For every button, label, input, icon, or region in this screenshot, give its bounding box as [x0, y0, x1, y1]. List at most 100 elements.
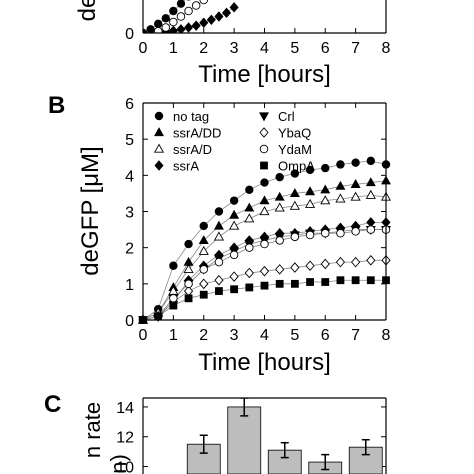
y-tick-label: 12: [116, 430, 134, 447]
marker: [214, 274, 224, 286]
marker: [245, 185, 254, 194]
marker: [305, 260, 315, 272]
marker: [305, 186, 316, 196]
marker: [244, 202, 255, 212]
marker: [366, 156, 376, 166]
x-axis-label: Time [hours]: [198, 349, 330, 376]
marker: [336, 160, 345, 169]
y-tick-label: 5: [125, 132, 134, 149]
marker: [169, 17, 178, 27]
plot-area: [143, 0, 239, 33]
x-tick-label: 7: [351, 40, 360, 57]
bar: [227, 406, 262, 474]
marker: [146, 25, 155, 33]
legend-marker: [154, 111, 164, 121]
marker: [213, 231, 225, 241]
x-tick-label: 5: [290, 327, 299, 344]
marker: [306, 278, 314, 286]
marker: [350, 191, 361, 201]
marker: [191, 1, 201, 10]
x-tick-label: 1: [169, 40, 178, 57]
x-tick-label: 3: [230, 40, 239, 57]
marker: [289, 188, 300, 198]
marker: [290, 262, 300, 273]
marker: [320, 195, 331, 205]
marker: [259, 206, 270, 216]
legend-label: ssrA/DD: [173, 126, 221, 141]
marker: [289, 200, 300, 210]
marker: [169, 294, 178, 303]
legend-label: OmpA: [278, 159, 315, 174]
marker: [199, 0, 208, 5]
x-tick-label: 3: [230, 327, 239, 344]
legend-label: YbaQ: [278, 126, 311, 141]
y-axis-label: de: [74, 0, 101, 21]
x-tick-label: 6: [321, 327, 330, 344]
marker: [260, 178, 269, 187]
legend-marker: [259, 144, 269, 154]
y-tick-label: 0: [125, 26, 134, 43]
marker: [213, 220, 224, 230]
marker: [365, 189, 376, 199]
marker: [351, 227, 360, 236]
marker: [184, 294, 193, 303]
marker: [161, 14, 170, 23]
marker: [215, 287, 223, 295]
marker: [321, 278, 330, 286]
plot-area: [186, 398, 383, 474]
x-tick-label: 0: [139, 327, 148, 344]
marker: [274, 191, 285, 201]
marker: [244, 213, 255, 223]
marker: [199, 17, 209, 28]
marker: [199, 221, 208, 231]
marker: [290, 232, 300, 242]
marker: [335, 256, 346, 268]
x-tick-label: 8: [382, 327, 391, 344]
marker: [335, 193, 346, 203]
y-axis-label: n): [106, 454, 131, 474]
marker: [153, 26, 163, 33]
marker: [184, 22, 194, 33]
legend-marker: [259, 112, 269, 122]
x-tick-label: 0: [139, 40, 148, 57]
marker: [184, 239, 193, 249]
legend-marker: [153, 143, 165, 153]
marker: [351, 158, 360, 167]
marker: [275, 279, 284, 288]
panel-label: C: [44, 391, 61, 418]
marker: [183, 263, 194, 274]
y-tick-label: 2: [125, 241, 134, 258]
legend-marker: [260, 161, 268, 170]
y-tick-label: 10: [116, 460, 134, 474]
marker: [169, 261, 178, 270]
y-axis-label: deGFP [μM]: [77, 146, 104, 275]
marker: [176, 0, 186, 8]
x-tick-label: 5: [290, 40, 299, 57]
x-tick-label: 6: [321, 40, 330, 57]
x-tick-label: 7: [351, 327, 360, 344]
legend-label: no tag: [173, 109, 209, 124]
y-tick-label: 0: [125, 313, 134, 330]
marker: [199, 265, 208, 274]
x-axis-label: Time [hours]: [198, 61, 330, 88]
marker: [229, 209, 240, 219]
marker: [229, 271, 239, 282]
legend-label: ssrA: [173, 159, 199, 174]
marker: [336, 276, 345, 285]
marker: [290, 279, 299, 288]
marker: [244, 267, 254, 279]
marker: [214, 11, 224, 22]
marker: [222, 7, 232, 19]
marker: [260, 281, 269, 290]
marker: [366, 255, 376, 266]
marker: [184, 279, 193, 289]
legend-marker: [259, 127, 269, 138]
marker: [168, 25, 178, 33]
marker: [230, 285, 239, 294]
marker: [304, 198, 316, 208]
marker: [350, 179, 361, 188]
x-tick-label: 2: [199, 40, 208, 57]
marker: [199, 290, 208, 299]
